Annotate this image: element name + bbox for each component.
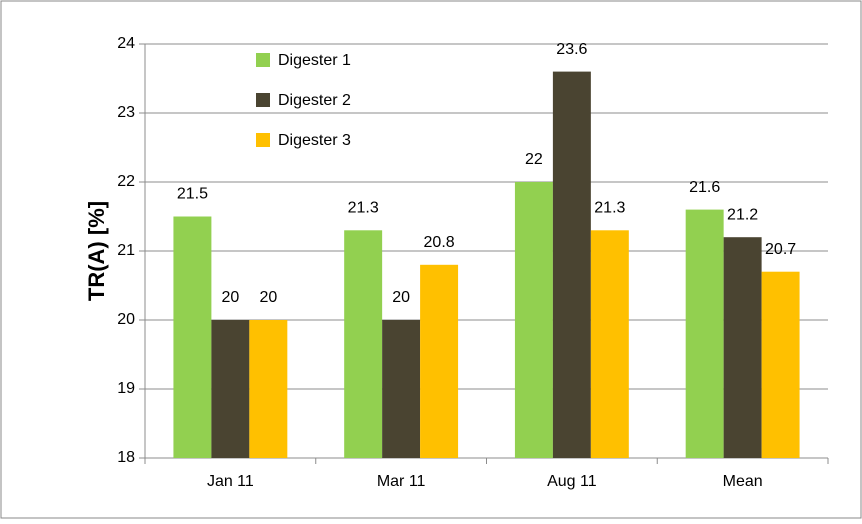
bar xyxy=(420,264,459,458)
bar xyxy=(723,237,762,458)
data-label: 22 xyxy=(525,151,543,168)
data-label: 21.3 xyxy=(348,200,379,217)
data-label: 20 xyxy=(221,289,239,306)
bar xyxy=(211,320,250,458)
y-tick-label: 22 xyxy=(117,173,135,190)
y-tick-label: 18 xyxy=(117,449,135,466)
bar xyxy=(344,230,383,458)
data-label: 20 xyxy=(259,289,277,306)
legend-swatch xyxy=(256,93,270,107)
y-tick-label: 19 xyxy=(117,380,135,397)
legend-label: Digester 2 xyxy=(278,92,351,109)
y-tick-label: 24 xyxy=(117,35,135,52)
data-label: 20.7 xyxy=(765,241,796,258)
legend-label: Digester 3 xyxy=(278,132,351,149)
data-label: 20.8 xyxy=(424,234,455,251)
legend-swatch xyxy=(256,53,270,67)
data-label: 21.2 xyxy=(727,206,758,223)
data-label: 21.3 xyxy=(594,200,625,217)
legend-label: Digester 1 xyxy=(278,52,351,69)
y-tick-label: 21 xyxy=(117,242,135,259)
y-tick-label: 23 xyxy=(117,104,135,121)
y-tick-label: 20 xyxy=(117,311,135,328)
x-tick-label: Mar 11 xyxy=(377,473,426,490)
bar xyxy=(685,209,724,458)
bar xyxy=(249,320,288,458)
legend-swatch xyxy=(256,133,270,147)
data-label: 23.6 xyxy=(556,41,587,58)
data-label: 20 xyxy=(392,289,410,306)
bar xyxy=(514,182,553,458)
bar xyxy=(382,320,421,458)
x-tick-label: Aug 11 xyxy=(547,473,597,490)
bar xyxy=(761,271,800,458)
data-label: 21.5 xyxy=(177,186,208,203)
bar xyxy=(173,216,212,458)
bar xyxy=(552,71,591,458)
x-tick-label: Mean xyxy=(723,473,763,490)
bar xyxy=(590,230,629,458)
y-axis-label: TR(A) [%] xyxy=(84,201,109,301)
data-label: 21.6 xyxy=(689,179,720,196)
x-tick-label: Jan 11 xyxy=(207,473,254,490)
